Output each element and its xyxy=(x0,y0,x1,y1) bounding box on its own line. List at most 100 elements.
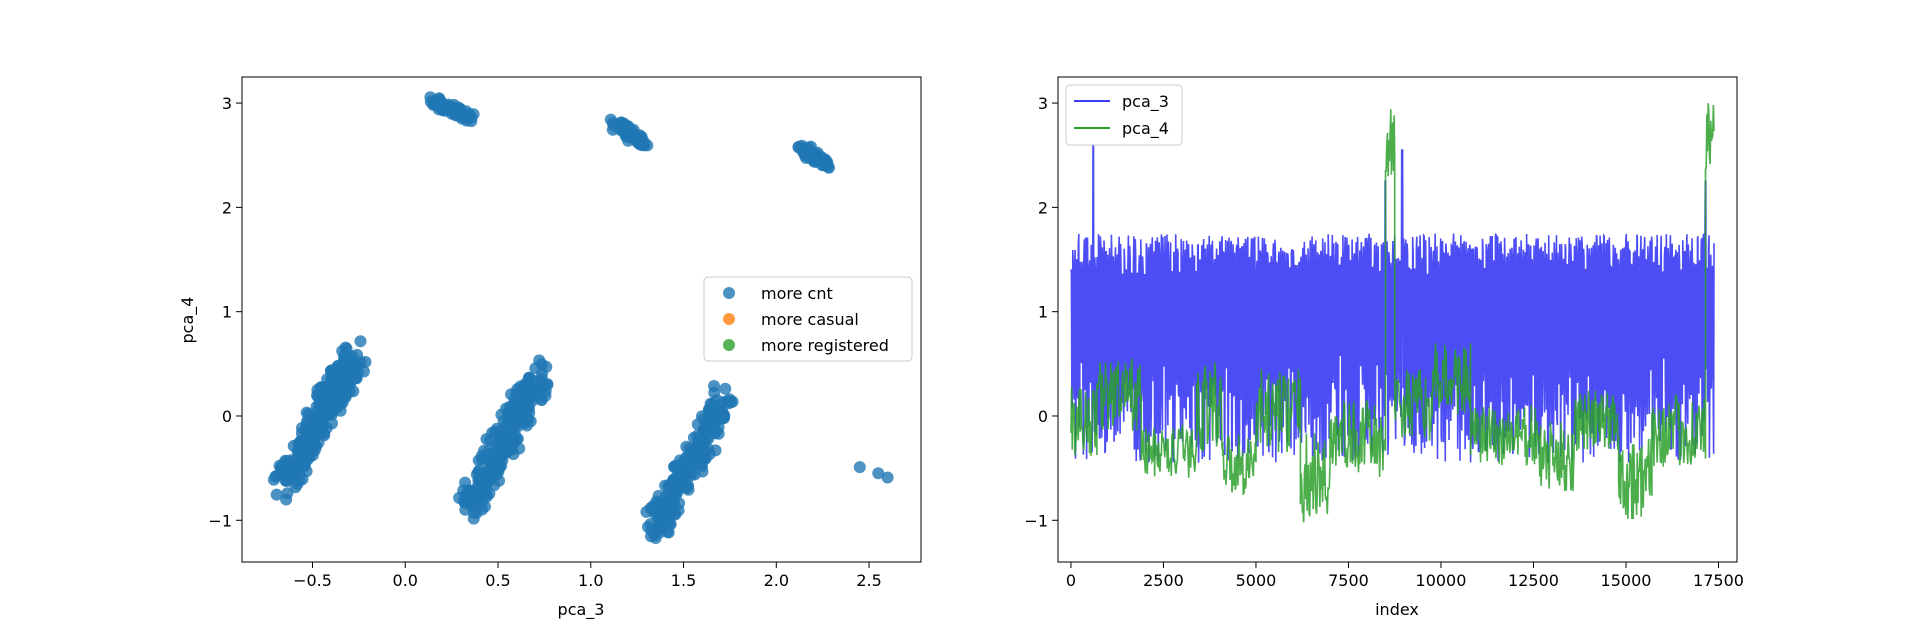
scatter-point xyxy=(535,394,548,407)
scatter-point xyxy=(518,380,530,393)
line-x-tick-label: 15000 xyxy=(1601,571,1652,590)
scatter-point xyxy=(716,409,729,422)
line-x-tick-label: 7500 xyxy=(1328,571,1369,590)
scatter-point xyxy=(459,476,472,489)
scatter-point xyxy=(640,505,653,518)
scatter-point xyxy=(475,489,488,502)
line-y-tick-label: −1 xyxy=(1024,511,1048,530)
scatter-point xyxy=(702,432,715,445)
scatter-point xyxy=(299,437,312,450)
scatter-point xyxy=(486,426,499,439)
scatter-point xyxy=(280,475,293,487)
scatter-point xyxy=(669,508,682,521)
scatter-point xyxy=(269,470,282,483)
scatter-y-tick-label: 0 xyxy=(222,407,232,426)
scatter-x-tick-label: 0.0 xyxy=(393,571,418,590)
scatter-point xyxy=(508,393,521,406)
scatter-point xyxy=(479,500,491,513)
line-y-tick-label: 0 xyxy=(1038,407,1048,426)
line-x-tick-label: 2500 xyxy=(1143,571,1184,590)
scatter-point xyxy=(301,414,314,427)
legend-marker-more-casual xyxy=(723,313,735,325)
scatter-point xyxy=(447,98,460,111)
scatter-point xyxy=(504,429,517,441)
scatter-point xyxy=(719,382,732,395)
scatter-point xyxy=(722,397,735,410)
scatter-point xyxy=(699,452,712,465)
legend-label-pca-4: pca_4 xyxy=(1122,119,1169,139)
line-ticks: 0 2500 5000 7500 10000 12500 15000 17500 −1 0 1 2 3 xyxy=(1024,94,1744,590)
legend-label-more-cnt: more cnt xyxy=(761,284,833,303)
scatter-x-tick-label: 2.0 xyxy=(764,571,789,590)
scatter-panel: −0.5 0.0 0.5 1.0 1.5 2.0 2.5 −1 0 1 2 3 pca_3 pca_4… xyxy=(178,76,922,620)
scatter-legend-box xyxy=(703,276,913,362)
scatter-marks xyxy=(267,91,894,544)
scatter-point xyxy=(662,486,675,499)
scatter-point xyxy=(800,152,813,164)
scatter-point xyxy=(343,385,356,398)
scatter-point xyxy=(652,489,665,502)
legend-label-more-registered: more registered xyxy=(761,336,889,355)
scatter-point xyxy=(633,129,646,142)
scatter-point xyxy=(350,371,363,384)
line-plot-frame xyxy=(1057,76,1738,563)
scatter-point xyxy=(326,380,339,393)
scatter-point xyxy=(475,449,488,462)
scatter-point xyxy=(853,461,866,474)
scatter-point xyxy=(489,468,502,481)
scatter-x-tick-label: 0.5 xyxy=(485,571,510,590)
scatter-point xyxy=(455,109,468,122)
scatter-point xyxy=(872,467,885,480)
scatter-point xyxy=(680,451,693,463)
line-y-tick-label: 2 xyxy=(1038,198,1048,217)
legend-marker-more-registered xyxy=(723,339,735,351)
line-x-tick-label: 12500 xyxy=(1508,571,1559,590)
scatter-point xyxy=(657,513,670,526)
scatter-point xyxy=(327,390,340,403)
scatter-point xyxy=(329,400,342,413)
line-y-tick-label: 3 xyxy=(1038,94,1048,113)
scatter-x-tick-label: 1.0 xyxy=(578,571,603,590)
scatter-point xyxy=(270,488,283,501)
scatter-point xyxy=(499,438,512,450)
scatter-y-axis-label: pca_4 xyxy=(178,297,198,344)
series-line-pca-4 xyxy=(1070,103,1715,523)
line-x-tick-label: 0 xyxy=(1066,571,1076,590)
scatter-point xyxy=(662,526,675,539)
scatter-point xyxy=(792,140,805,153)
scatter-point xyxy=(472,466,485,479)
scatter-point xyxy=(281,487,294,500)
scatter-y-tick-label: 3 xyxy=(222,94,232,113)
scatter-point xyxy=(516,401,529,414)
line-x-axis-label: index xyxy=(1375,600,1419,619)
scatter-point xyxy=(434,97,447,110)
scatter-point xyxy=(354,335,367,348)
scatter-point xyxy=(519,390,532,403)
scatter-point xyxy=(536,381,549,394)
scatter-point xyxy=(680,440,693,453)
line-y-tick-label: 1 xyxy=(1038,303,1048,322)
line-marks xyxy=(1070,103,1715,523)
scatter-point xyxy=(486,457,499,470)
scatter-point xyxy=(458,496,471,509)
scatter-x-tick-label: 2.5 xyxy=(856,571,881,590)
scatter-point xyxy=(692,442,705,455)
scatter-ticks: −0.5 0.0 0.5 1.0 1.5 2.0 2.5 −1 0 1 2 3 xyxy=(208,94,881,590)
scatter-point xyxy=(321,407,333,420)
scatter-point xyxy=(501,417,514,430)
scatter-point xyxy=(685,469,698,482)
scatter-point xyxy=(881,471,894,484)
scatter-point xyxy=(287,465,299,478)
scatter-plot-frame xyxy=(241,76,922,563)
legend-marker-more-cnt xyxy=(723,287,735,299)
scatter-point xyxy=(339,376,352,389)
legend-label-pca-3: pca_3 xyxy=(1122,92,1169,112)
scatter-point xyxy=(667,498,680,510)
scatter-point xyxy=(316,390,329,403)
scatter-point xyxy=(467,512,480,525)
scatter-x-tick-label: −0.5 xyxy=(293,571,332,590)
scatter-point xyxy=(276,459,289,471)
line-x-tick-label: 17500 xyxy=(1693,571,1744,590)
scatter-point xyxy=(308,444,321,457)
